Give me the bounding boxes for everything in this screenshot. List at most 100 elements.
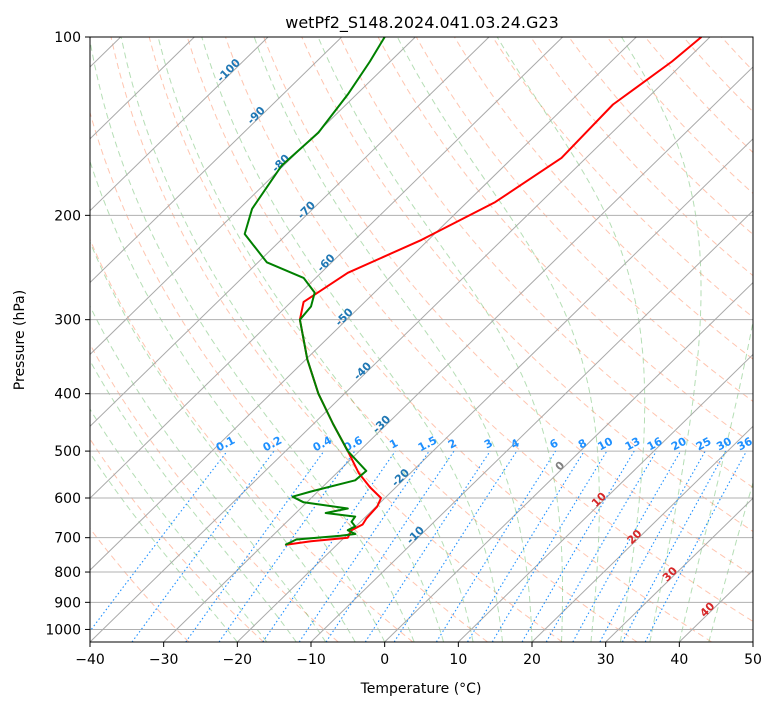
dry-adiabat: [568, 37, 753, 236]
moist-adiabat: [708, 480, 753, 642]
dry-adiabat: [90, 527, 190, 642]
moist-adiabat: [621, 37, 702, 642]
dry-adiabat: [492, 37, 753, 318]
isotherm-line: [90, 37, 343, 284]
mixing-ratio-line: [521, 450, 635, 642]
mixing-ratio-line: [435, 450, 557, 642]
mixing-ratio-label: 6: [548, 436, 561, 451]
isotherm-line: [90, 37, 195, 140]
isotherm-line: [605, 497, 753, 642]
isotherm-line: [236, 138, 753, 642]
dry-adiabat: [530, 37, 753, 277]
mixing-ratio-label: 10: [595, 435, 615, 454]
y-tick-label: 600: [54, 491, 81, 507]
temperature-line: [285, 37, 703, 546]
dry-adiabat: [110, 37, 563, 642]
skewed-isotherms: [90, 37, 753, 642]
mixing-ratio-line: [393, 450, 518, 642]
dry-adiabat: [90, 343, 339, 642]
x-tick-label: 40: [670, 652, 688, 668]
mixing-ratio-line: [644, 450, 747, 642]
y-tick-label: 700: [54, 531, 81, 547]
isotherm-line: [310, 209, 753, 642]
dry-adiabat: [606, 37, 753, 195]
mixing-ratio-label: 30: [714, 435, 734, 454]
x-tick-label: −20: [223, 652, 253, 668]
isotherm-label: -90: [245, 104, 268, 127]
moist-adiabat: [90, 305, 327, 642]
mixing-ratio-line: [621, 450, 727, 642]
isotherm-label: 30: [660, 564, 680, 584]
y-tick-label: 500: [54, 444, 81, 460]
y-tick-label: 900: [54, 595, 81, 611]
dewpoint-line: [243, 37, 386, 546]
mixing-ratio-label: 13: [623, 435, 643, 454]
profile-series: [243, 37, 703, 546]
moist-adiabat: [90, 240, 356, 642]
isotherm-label: -60: [314, 251, 337, 274]
moist-adiabat: [496, 37, 646, 642]
mixing-ratio-line: [572, 450, 682, 642]
dry-adiabat: [760, 37, 775, 642]
pressure-gridlines: [90, 37, 753, 630]
y-tick-label: 200: [54, 208, 81, 224]
x-axis-label: Temperature (°C): [360, 681, 482, 697]
mixing-ratio-line: [218, 450, 356, 642]
mixing-ratio-label: 2: [446, 436, 459, 451]
dry-adiabat: [90, 438, 264, 642]
moist-adiabat: [120, 37, 445, 642]
moist-adiabat: [317, 37, 563, 642]
y-tick-label: 1000: [45, 622, 81, 638]
y-axis: 1000 900 800 700 600 500 400 300 200 100: [45, 30, 90, 638]
mixing-ratio-line: [185, 450, 325, 642]
y-tick-label: 300: [54, 313, 81, 329]
y-axis-label: Pressure (hPa): [12, 290, 28, 390]
isotherm-line: [90, 37, 637, 571]
mixing-ratio-line: [131, 450, 275, 642]
dry-adiabat: [186, 37, 712, 642]
dry-adiabat: [453, 37, 753, 360]
dry-adiabat: [225, 37, 753, 623]
x-tick-label: 50: [744, 652, 762, 668]
moist-adiabat: [90, 408, 268, 642]
dry-adiabat: [90, 110, 488, 642]
background-lines: [90, 37, 775, 642]
isotherm-line: [90, 37, 564, 499]
isotherm-label: -80: [269, 152, 292, 175]
chart-title: wetPf2_S148.2024.041.03.24.G23: [285, 13, 559, 33]
plot-frame: [89, 36, 754, 643]
isotherm-line: [752, 641, 753, 642]
isotherm-label: -10: [404, 523, 427, 546]
moist-adiabat: [396, 37, 600, 642]
isotherm-label: -20: [389, 466, 412, 489]
isotherm-label: -100: [214, 56, 243, 85]
isotherm-line: [90, 37, 711, 642]
mixing-ratio-label: 16: [645, 435, 665, 454]
x-tick-label: −40: [75, 652, 105, 668]
isotherm-label: -50: [333, 305, 356, 328]
isotherm-line: [678, 569, 753, 642]
isotherm-label: -30: [370, 412, 393, 435]
mixing-ratio-line: [262, 450, 396, 642]
mixing-ratio-lines: [90, 450, 747, 642]
isotherm-line: [90, 37, 416, 356]
line-labels: 0.1 0.2 0.4 0.6 1 1.5 2 3 4 6 8 10 13 16 20 25 30 36-100-…: [214, 56, 755, 620]
y-tick-label: 800: [54, 565, 81, 581]
y-tick-label: 400: [54, 387, 81, 403]
dry-adiabat: [721, 37, 753, 72]
x-tick-label: 20: [523, 652, 541, 668]
dry-adiabat: [339, 37, 753, 489]
moist-adiabat: [90, 452, 238, 642]
x-tick-label: 10: [449, 652, 467, 668]
isotherm-line: [384, 281, 753, 642]
dry-adiabat: [644, 37, 753, 154]
isotherm-line: [531, 425, 753, 642]
moist-adiabat: [201, 37, 503, 642]
mixing-ratio-label: 25: [694, 435, 714, 454]
mixing-ratio-label: 36: [735, 435, 755, 454]
moist-adiabat: [678, 319, 753, 642]
isotherm-line: [90, 37, 269, 212]
x-tick-label: −10: [296, 652, 326, 668]
mixing-ratio-line: [90, 450, 228, 633]
